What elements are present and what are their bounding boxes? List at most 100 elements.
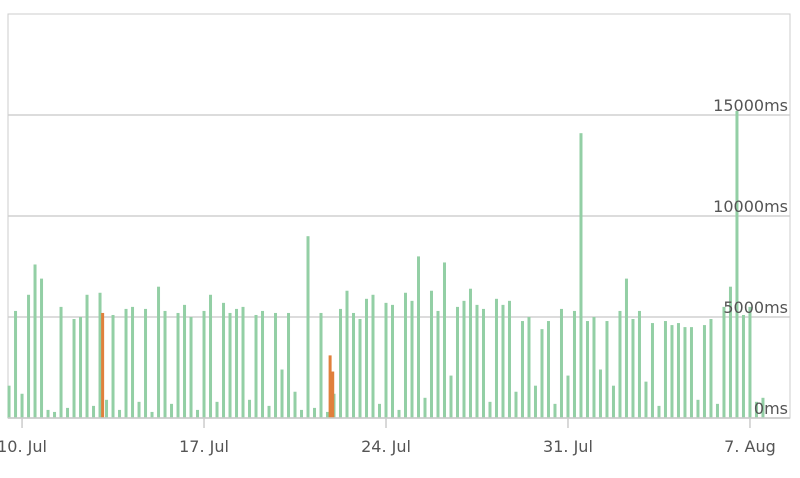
bar <box>209 294 213 418</box>
bar <box>618 310 622 418</box>
bar <box>345 290 349 418</box>
x-tick-label: 24. Jul <box>361 437 411 456</box>
bar <box>157 286 161 418</box>
bar <box>553 403 557 418</box>
bar <box>137 401 141 418</box>
bar <box>33 264 37 418</box>
bar <box>53 411 57 418</box>
bar <box>631 319 635 418</box>
bar <box>449 375 453 418</box>
bar <box>481 308 485 418</box>
bar <box>754 401 758 418</box>
bar <box>397 409 401 418</box>
bar <box>215 401 219 418</box>
bar <box>728 286 732 418</box>
bar <box>14 310 18 418</box>
bar <box>676 323 680 418</box>
x-tick-label: 17. Jul <box>179 437 229 456</box>
bar <box>416 256 420 418</box>
bar <box>46 409 50 418</box>
bar <box>546 321 550 418</box>
bar <box>150 411 154 418</box>
bar <box>741 314 745 418</box>
bar <box>455 306 459 418</box>
bar <box>352 312 356 418</box>
bar <box>111 314 115 418</box>
bar <box>709 319 713 418</box>
bar <box>761 397 765 418</box>
bar <box>124 308 128 418</box>
bar <box>748 306 752 418</box>
bar <box>222 302 226 418</box>
bar <box>715 403 719 418</box>
bar <box>328 355 332 418</box>
bar <box>611 385 615 418</box>
bar <box>235 308 239 418</box>
bar <box>624 278 628 418</box>
bar <box>176 312 180 418</box>
bar <box>579 133 583 418</box>
x-tick-label: 10. Jul <box>0 437 47 456</box>
bar <box>559 308 563 418</box>
bar <box>274 312 278 418</box>
bar <box>501 304 505 418</box>
bar <box>306 236 310 418</box>
bar <box>494 298 498 418</box>
bar <box>475 304 479 418</box>
bar <box>384 302 388 418</box>
bar <box>40 278 44 418</box>
bar <box>442 262 446 418</box>
bar <box>378 403 382 418</box>
bar <box>228 312 232 418</box>
bar <box>92 405 96 418</box>
bar <box>319 312 323 418</box>
bar <box>313 407 317 418</box>
bar <box>663 321 667 418</box>
bar <box>514 391 518 418</box>
bar <box>358 319 362 418</box>
bar <box>163 310 167 418</box>
bar <box>527 317 531 418</box>
bar <box>657 405 661 418</box>
bar <box>293 391 297 418</box>
bar <box>436 310 440 418</box>
bar <box>566 375 570 418</box>
bar <box>598 369 602 418</box>
bar <box>189 317 193 418</box>
bar <box>20 393 24 418</box>
bar <box>59 306 63 418</box>
bar <box>696 399 700 418</box>
x-tick-label: 7. Aug <box>724 437 776 456</box>
bar <box>520 321 524 418</box>
bar <box>7 385 11 418</box>
bar <box>533 385 537 418</box>
bar <box>183 304 187 418</box>
bar <box>339 308 343 418</box>
bar <box>118 409 122 418</box>
bar <box>423 397 427 418</box>
bar <box>267 405 271 418</box>
bar <box>429 290 433 418</box>
bar <box>722 306 726 418</box>
bar <box>261 310 265 418</box>
bar <box>241 306 245 418</box>
bar <box>507 300 511 418</box>
bar <box>331 371 335 418</box>
bar <box>248 399 252 418</box>
bar <box>79 317 83 418</box>
y-tick-label: 10000ms <box>713 197 788 216</box>
bar <box>85 294 89 418</box>
y-tick-label: 15000ms <box>713 96 788 115</box>
bar <box>66 407 70 418</box>
bar <box>410 300 414 418</box>
bar <box>644 381 648 418</box>
bar <box>403 292 407 418</box>
bar <box>670 325 674 418</box>
bar <box>280 369 284 418</box>
bar <box>300 409 304 418</box>
y-tick-label: 5000ms <box>723 298 788 317</box>
bar <box>488 401 492 418</box>
bar <box>683 327 687 418</box>
y-tick-label: 0ms <box>754 399 788 418</box>
